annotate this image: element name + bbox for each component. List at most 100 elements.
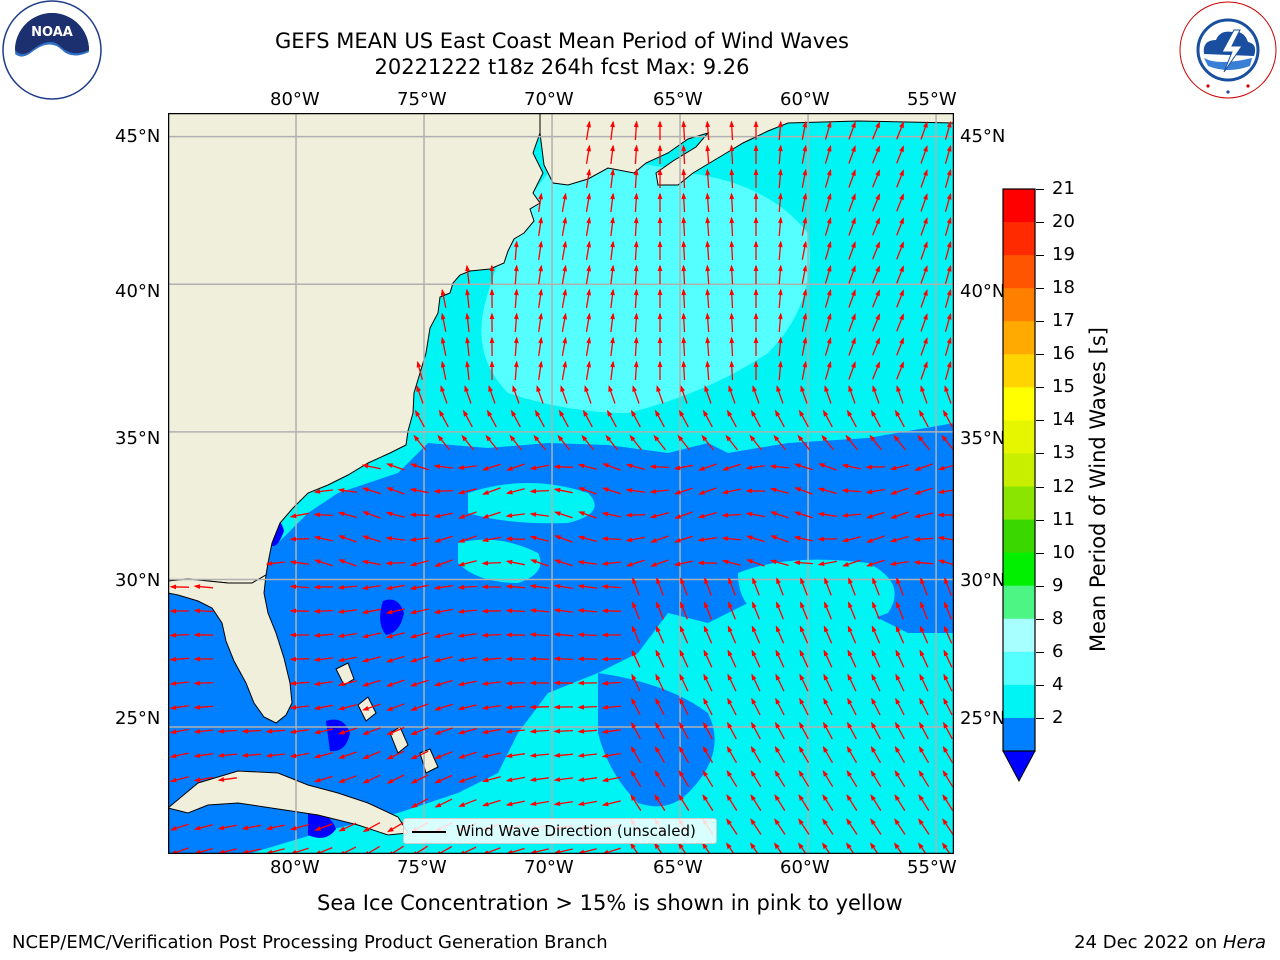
wave-direction-arrowhead	[586, 168, 591, 176]
wave-direction-arrowhead	[601, 632, 608, 638]
wave-direction-arrowhead	[728, 385, 733, 392]
wave-direction-arrowhead	[946, 240, 952, 248]
wave-direction-arrowhead	[679, 721, 685, 729]
wave-direction-arrowhead	[846, 409, 853, 417]
wave-direction-arrowhead	[577, 560, 585, 565]
wave-direction-arrowhead	[505, 608, 513, 614]
wave-direction-arrowhead	[313, 753, 321, 759]
wave-direction-arrowhead	[554, 535, 562, 540]
wave-direction-arrowhead	[698, 466, 705, 471]
wave-direction-arrowhead	[512, 385, 517, 392]
wave-direction-arrowhead	[729, 312, 735, 320]
wave-direction-arrowhead	[169, 656, 177, 662]
wave-direction-arrowhead	[465, 264, 470, 272]
wave-direction-arrowhead	[489, 288, 495, 295]
wave-direction-arrowhead	[553, 680, 560, 686]
wave-direction-arrowhead	[946, 264, 952, 272]
wave-direction-arrowhead	[289, 536, 297, 542]
wave-direction-arrowhead	[943, 625, 949, 633]
wave-direction-arrowhead	[872, 577, 877, 585]
wave-direction-arrowhead	[386, 754, 394, 760]
wave-direction-arrowhead	[899, 145, 904, 153]
wave-direction-arrowhead	[674, 538, 681, 543]
wave-direction-arrowhead	[678, 409, 685, 417]
wave-direction-arrowhead	[678, 842, 684, 850]
wave-direction-arrowhead	[655, 697, 661, 705]
colorbar	[1002, 188, 1036, 783]
wave-direction-arrowhead	[799, 673, 805, 681]
wave-direction-arrowhead	[942, 409, 949, 417]
nws-logo-icon	[1179, 1, 1277, 99]
wave-direction-arrowhead	[553, 464, 561, 470]
wave-direction-arrowhead	[289, 656, 297, 662]
wave-direction-arrowhead	[433, 513, 441, 519]
wave-direction-arrowhead	[894, 818, 900, 825]
wave-direction-arrowhead	[841, 488, 849, 494]
nws-logo	[1178, 0, 1278, 100]
wave-direction-arrowhead	[851, 169, 856, 177]
wave-direction-arrowhead	[946, 216, 952, 224]
wave-direction-arrowhead	[193, 680, 201, 686]
wave-direction-arrowhead	[889, 537, 897, 543]
wave-direction-arrowhead	[457, 633, 465, 638]
wave-direction-arrowhead	[631, 649, 637, 657]
wave-direction-arrowhead	[923, 193, 928, 200]
wave-direction-arrowhead	[632, 601, 637, 609]
wave-direction-arrowhead	[847, 697, 853, 705]
wave-direction-arrowhead	[410, 802, 418, 808]
wave-direction-arrowhead	[289, 753, 297, 759]
wave-direction-arrowhead	[338, 754, 345, 759]
wave-direction-arrowhead	[505, 489, 513, 495]
wave-direction-arrowhead	[362, 730, 370, 735]
wave-direction-arrowhead	[386, 487, 393, 492]
wave-direction-arrowhead	[578, 511, 585, 516]
wave-direction-arrowhead	[657, 264, 663, 271]
wave-direction-arrowhead	[410, 463, 417, 469]
wave-direction-arrowhead	[875, 121, 880, 129]
wave-direction-arrowhead	[847, 625, 853, 633]
wave-direction-arrowhead	[169, 584, 177, 590]
wave-direction-arrowhead	[802, 288, 808, 296]
wave-direction-arrowhead	[505, 559, 513, 565]
wave-direction-arrowhead	[942, 818, 948, 825]
wave-direction-arrowhead	[778, 312, 783, 320]
wave-direction-arrowhead	[770, 511, 777, 516]
wave-direction-arrowhead	[824, 601, 829, 609]
wave-direction-arrowhead	[753, 120, 759, 127]
wave-direction-arrowhead	[434, 537, 441, 543]
wave-direction-arrowhead	[943, 697, 949, 705]
wave-direction-arrowhead	[538, 288, 543, 296]
wave-direction-arrowhead	[899, 241, 904, 249]
wave-direction-arrowhead	[313, 584, 320, 590]
wave-direction-arrowhead	[434, 802, 442, 808]
wave-direction-arrowhead	[529, 728, 537, 734]
wave-direction-arrowhead	[705, 288, 711, 296]
date-text: 24 Dec 2022 on	[1074, 932, 1223, 953]
wave-direction-arrowhead	[725, 434, 732, 442]
wave-direction-arrowhead	[481, 729, 489, 735]
wave-direction-arrowhead	[851, 241, 856, 249]
wave-direction-arrowhead	[750, 842, 756, 850]
wave-direction-arrowhead	[894, 745, 901, 753]
wave-direction-arrowhead	[899, 289, 904, 297]
wave-direction-arrowhead	[697, 513, 705, 519]
wave-direction-arrowhead	[705, 360, 711, 368]
bahamas	[335, 662, 355, 686]
wave-direction-arrowhead	[919, 625, 925, 633]
wave-direction-arrowhead	[894, 794, 900, 801]
wave-direction-arrowhead	[577, 632, 585, 638]
wave-direction-arrowhead	[361, 633, 369, 639]
wave-direction-arrowhead	[681, 360, 687, 368]
wave-direction-arrowhead	[489, 312, 495, 319]
wave-direction-arrowhead	[721, 512, 729, 518]
wave-direction-arrowhead	[538, 240, 543, 248]
wave-direction-arrowhead	[601, 511, 609, 517]
wave-direction-arrowhead	[847, 721, 853, 729]
wave-direction-arrowhead	[586, 120, 591, 128]
wave-period-below-2-spot	[380, 599, 404, 635]
wave-direction-arrowhead	[841, 463, 849, 469]
wave-direction-arrowhead	[818, 463, 825, 468]
wave-direction-arrowhead	[681, 144, 687, 152]
wave-direction-arrowhead	[705, 120, 711, 128]
wave-direction-arrowhead	[899, 217, 904, 225]
